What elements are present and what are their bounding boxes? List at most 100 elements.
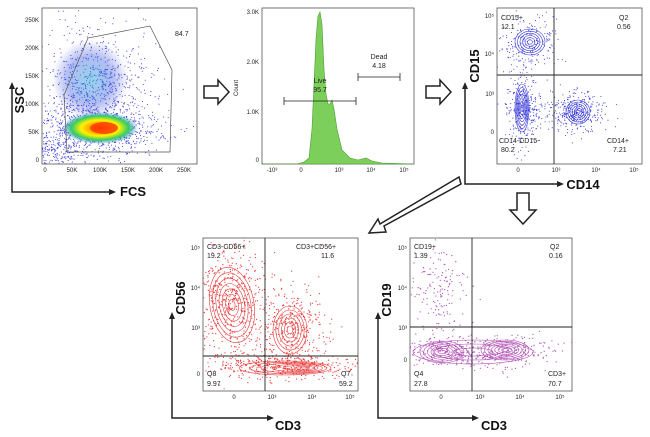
scatter-dot: [315, 300, 317, 302]
scatter-dot: [46, 154, 49, 156]
scatter-dot: [513, 68, 515, 70]
scatter-dot: [299, 359, 301, 361]
scatter-dot: [68, 156, 70, 158]
scatter-dot: [241, 367, 243, 369]
scatter-dot: [313, 339, 315, 341]
scatter-dot: [215, 324, 218, 326]
scatter-dot: [299, 358, 301, 360]
scatter-dot: [518, 59, 520, 61]
scatter-dot: [449, 275, 452, 277]
scatter-dot: [313, 375, 315, 377]
scatter-dot: [234, 346, 236, 348]
scatter-dot: [545, 116, 547, 118]
scatter-dot: [521, 164, 522, 165]
scatter-dot: [304, 377, 306, 380]
scatter-dot: [586, 111, 588, 113]
scatter-dot: [206, 281, 208, 283]
axis-arrows: [171, 316, 270, 419]
scatter-dot: [35, 114, 36, 115]
scatter-dot: [141, 100, 144, 103]
scatter-dot: [37, 136, 38, 137]
scatter-dot: [55, 119, 57, 121]
scatter-dot: [548, 113, 550, 115]
scatter-dot: [33, 160, 34, 161]
scatter-dot: [557, 99, 560, 101]
scatter-dot: [203, 107, 204, 108]
scatter-dot: [432, 262, 435, 264]
scatter-dot: [58, 137, 60, 140]
scatter-dot: [459, 298, 461, 300]
scatter-dot: [468, 356, 470, 358]
scatter-dot: [286, 297, 288, 299]
scatter-dot: [527, 85, 529, 87]
scatter-dot: [67, 144, 69, 146]
scatter-dot: [80, 33, 82, 35]
scatter-dot: [134, 103, 136, 105]
scatter-dot: [522, 338, 524, 340]
scatter-dot: [143, 18, 145, 20]
scatter-dot: [566, 112, 568, 115]
scatter-dot: [512, 124, 514, 126]
scatter-dot: [451, 355, 453, 357]
scatter-dot: [237, 359, 239, 362]
scatter-dot: [520, 359, 523, 361]
scatter-dot: [268, 314, 270, 317]
scatter-dot: [544, 63, 546, 65]
scatter-dot: [58, 126, 60, 128]
scatter-dot: [262, 376, 264, 378]
scatter-dot: [148, 149, 150, 151]
scatter-dot: [281, 322, 283, 324]
y-tick: 1.0K: [247, 110, 259, 116]
scatter-dot: [533, 354, 535, 356]
scatter-dot: [324, 314, 326, 316]
scatter-dot: [221, 301, 223, 303]
scatter-dot: [235, 299, 237, 301]
scatter-dot: [411, 342, 413, 344]
scatter-dot: [441, 274, 443, 277]
scatter-dot: [217, 260, 219, 262]
scatter-dot: [75, 145, 77, 147]
scatter-dot: [537, 40, 539, 42]
scatter-dot: [112, 149, 114, 151]
scatter-dot: [588, 97, 590, 99]
scatter-dot: [560, 121, 562, 123]
scatter-dot: [308, 354, 310, 356]
scatter-dot: [583, 98, 585, 101]
scatter-dot: [124, 160, 126, 162]
scatter-dot: [362, 364, 363, 365]
scatter-dot: [432, 333, 434, 335]
scatter-dot: [130, 80, 132, 82]
scatter-dot: [509, 128, 512, 130]
scatter-dot: [40, 89, 41, 90]
scatter-dot: [141, 124, 143, 126]
scatter-dot: [138, 121, 140, 123]
scatter-dot: [205, 283, 207, 285]
scatter-dot: [538, 116, 540, 118]
scatter-dot: [461, 359, 463, 361]
scatter-dot: [533, 80, 535, 82]
scatter-dot: [224, 321, 226, 323]
scatter-dot: [513, 108, 515, 110]
scatter-dot: [601, 104, 603, 106]
x-tick: 0: [232, 395, 236, 401]
scatter-dot: [534, 101, 536, 103]
scatter-dot: [51, 122, 53, 124]
scatter-dot: [233, 299, 235, 301]
scatter-dot: [310, 358, 312, 360]
scatter-dot: [86, 146, 89, 148]
scatter-dot: [459, 324, 461, 326]
scatter-dot: [437, 300, 439, 302]
scatter-dot: [209, 370, 212, 372]
scatter-dot: [339, 363, 341, 365]
scatter-dot: [278, 293, 280, 295]
scatter-dot: [322, 332, 324, 334]
contour-ring: [222, 288, 242, 322]
scatter-dot: [71, 28, 73, 30]
scatter-dot: [50, 136, 52, 138]
scatter-dot: [580, 105, 583, 107]
scatter-dot: [330, 331, 332, 333]
scatter-dot: [543, 341, 545, 344]
scatter-dot: [590, 120, 593, 122]
scatter-dot: [247, 358, 249, 360]
scatter-dot: [58, 142, 60, 144]
